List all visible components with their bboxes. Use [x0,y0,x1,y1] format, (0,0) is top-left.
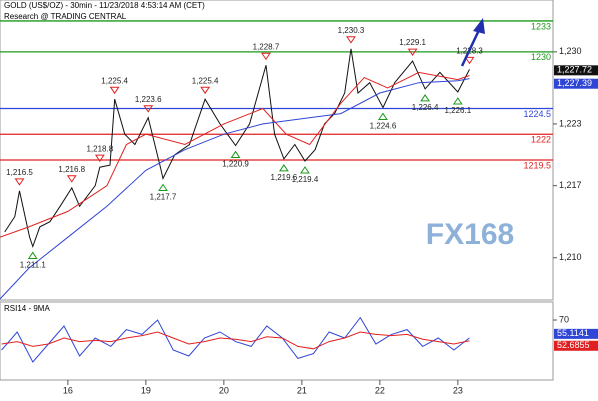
peak-label: 1,216.8 [58,165,85,174]
peak-label: 1,216.5 [6,168,33,177]
peak-marker [407,48,418,57]
rsi-panel [0,301,554,381]
chart-title: GOLD (US$/OZ) - 30min - 11/23/2018 4:53:… [4,1,205,10]
level-label: 1233 [531,21,551,31]
chart-subtitle: Research @ TRADING CENTRAL [4,12,127,21]
peak-marker [94,154,105,163]
last-value-label: 55.1141 [557,328,589,338]
trough-label: 1,226.4 [412,103,439,112]
series-line [4,48,470,249]
trough-label: 1,211.1 [20,261,47,270]
trough-label: 1,224.6 [370,122,397,131]
peak-marker [464,56,475,65]
trough-marker [420,94,431,102]
peak-label: 1,225.4 [101,76,128,85]
last-value-label: 52.6855 [557,340,590,350]
trough-label: 1,217.7 [150,193,177,202]
peak-marker [14,178,25,186]
trough-label: 1,219.6 [271,173,298,182]
trough-marker [27,251,38,259]
last-value-box [554,78,598,89]
trough-marker [378,112,388,120]
x-tick-label: 16 [63,385,73,395]
y-tick-label: 1,210 [559,252,582,262]
y-tick-label: 1,217 [559,180,582,190]
peak-label: 1,218.8 [86,144,113,153]
level-label: 1224.5 [523,109,551,119]
peak-marker [200,86,211,95]
series-line [0,78,470,300]
series-line [1,331,470,350]
last-value-label: 1,227.39 [557,78,592,88]
last-value-label: 1,227.72 [557,65,592,75]
trough-marker [158,183,168,191]
peak-marker [109,86,120,95]
trough-marker [300,166,310,174]
peak-marker [346,36,356,44]
level-label: 1230 [531,52,551,62]
trough-marker [230,150,241,159]
series-line [1,316,470,363]
level-label: 1219.5 [523,160,551,170]
trough-label: 1,226.1 [444,106,471,115]
forecast-arrow [460,29,481,67]
series-line [0,71,470,238]
last-value-box [554,340,598,351]
arrow-head [473,18,485,34]
peak-label: 1,225.4 [192,76,219,85]
plot-area: 1,230 1,223 1,217 1,210 16 19 20 21 22 23 1233 1230… [0,20,598,395]
trough-marker [452,97,463,105]
x-tick-label: 22 [375,385,385,395]
trough-marker [278,164,289,172]
x-tick-label: 23 [453,385,463,395]
last-value-box [554,328,598,339]
watermark: FX168 [426,218,514,251]
peak-label: 1,230.3 [338,26,365,35]
trough-label: 1,220.9 [222,160,249,169]
x-tick-label: 20 [219,385,229,395]
y-tick-label: 1,223 [559,118,582,128]
rsi-title: RSI14 - 9MA [4,304,50,313]
peak-label: 1,223.6 [135,95,162,104]
peak-marker [143,105,154,113]
peak-label: 1,228.7 [253,42,280,51]
last-value-box [554,65,598,76]
peak-marker [66,175,77,183]
main-panel [0,0,554,301]
peak-marker [261,52,271,61]
y-tick-label: 1,230 [559,46,582,56]
x-tick-label: 19 [141,385,151,395]
peak-label: 1,229.1 [399,38,426,47]
level-label: 1222 [531,135,551,145]
y-tick-label: 70 [559,314,569,324]
trough-label: 1,219.4 [292,175,319,184]
x-tick-label: 21 [297,385,307,395]
